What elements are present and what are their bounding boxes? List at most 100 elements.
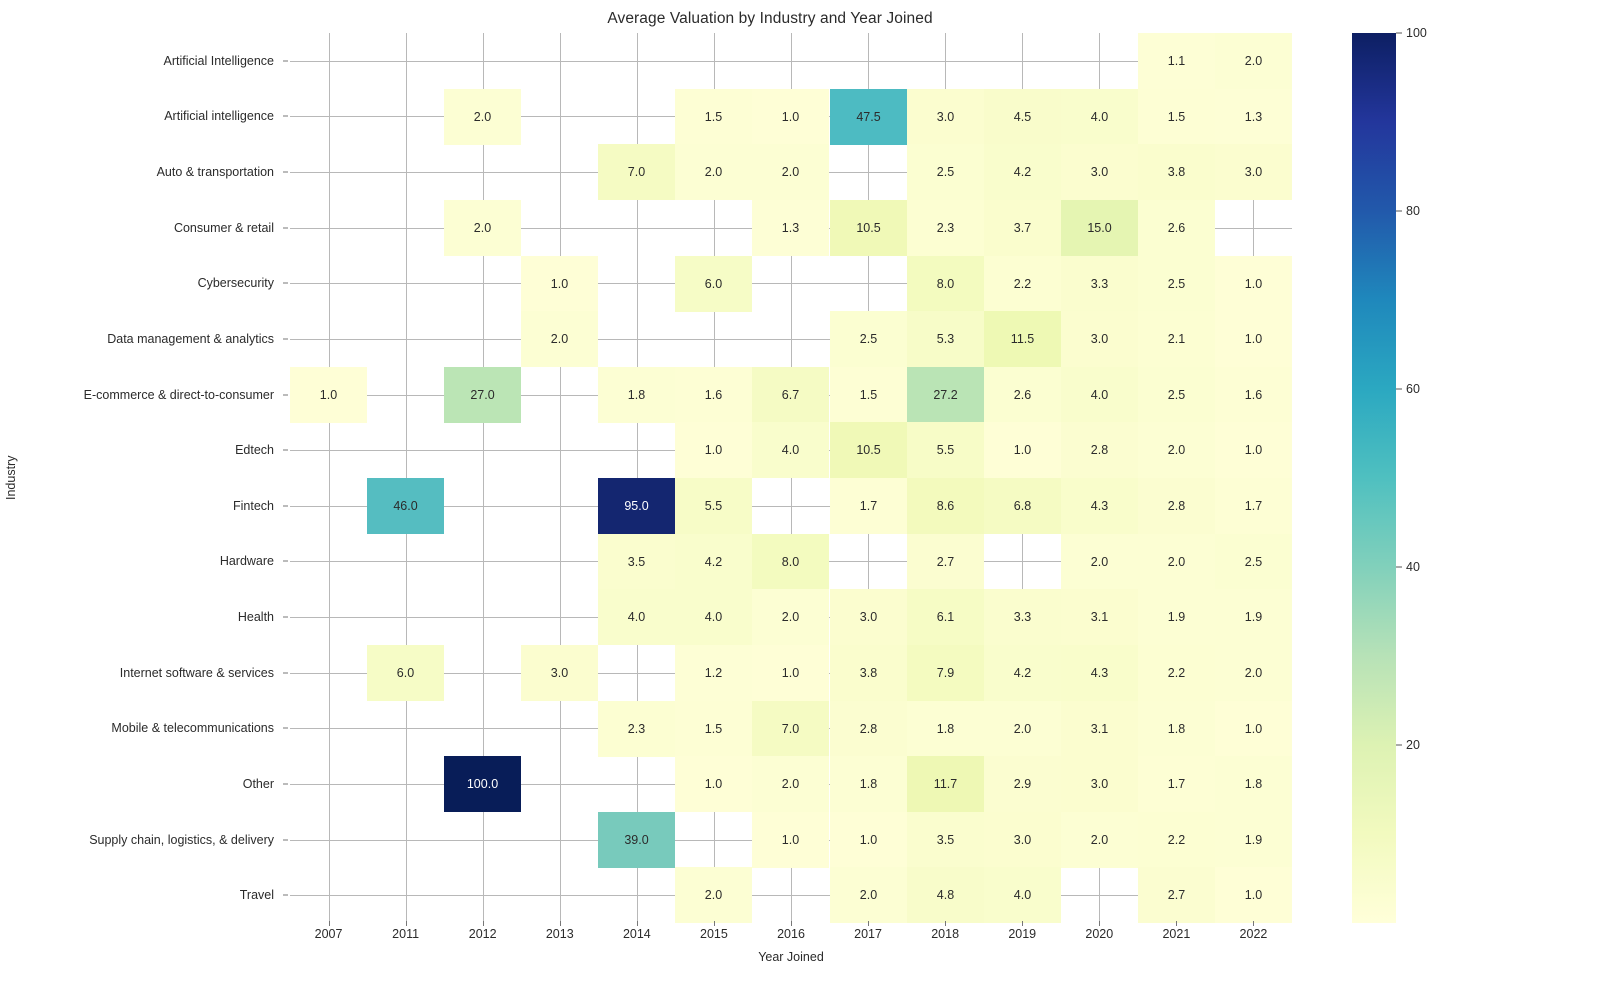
colorbar-tick-mark	[1396, 210, 1402, 212]
heatmap-cell: 2.0	[1061, 812, 1138, 868]
heatmap-cell: 1.6	[1215, 367, 1292, 423]
x-axis-tick-mark	[1099, 921, 1101, 926]
heatmap-cell: 7.0	[598, 144, 675, 200]
y-axis-tick-mark	[283, 616, 288, 618]
heatmap-cell: 27.2	[907, 367, 984, 423]
heatmap-cell: 2.0	[752, 144, 829, 200]
colorbar-tick-label: 100	[1406, 26, 1427, 40]
y-axis-tick-label: Artificial intelligence	[164, 109, 274, 124]
colorbar-tick-label: 20	[1406, 738, 1420, 752]
y-axis-tick-label: Artificial Intelligence	[163, 53, 274, 68]
y-axis-tick-label: E-commerce & direct-to-consumer	[83, 387, 274, 402]
heatmap-cell: 2.0	[1215, 645, 1292, 701]
heatmap-cell: 1.5	[675, 701, 752, 757]
heatmap-cell: 4.0	[675, 589, 752, 645]
y-axis-tick-label: Health	[237, 610, 274, 625]
heatmap-cell: 4.0	[1061, 89, 1138, 145]
y-axis-tick-label: Hardware	[219, 554, 274, 569]
heatmap-cell: 1.0	[752, 645, 829, 701]
heatmap-cell: 2.0	[984, 701, 1061, 757]
heatmap-cell: 2.5	[830, 311, 907, 367]
y-axis-tick-label: Cybersecurity	[197, 276, 274, 291]
heatmap-cell: 10.5	[830, 200, 907, 256]
heatmap-cell: 2.3	[907, 200, 984, 256]
colorbar-gradient	[1352, 33, 1396, 923]
heatmap-cell: 2.2	[984, 256, 1061, 312]
heatmap-cell: 1.6	[675, 367, 752, 423]
heatmap-cell: 47.5	[830, 89, 907, 145]
heatmap-cell: 1.0	[984, 422, 1061, 478]
colorbar-tick-label: 60	[1406, 382, 1420, 396]
x-axis-tick-mark	[328, 921, 330, 926]
heatmap-cell: 4.3	[1061, 645, 1138, 701]
y-axis-tick-mark	[283, 449, 288, 451]
y-axis-tick-mark	[283, 727, 288, 729]
heatmap-cell: 1.8	[907, 701, 984, 757]
heatmap-cell: 1.2	[675, 645, 752, 701]
heatmap-cell: 1.8	[1138, 701, 1215, 757]
x-axis-tick-mark	[559, 921, 561, 926]
gridline-vertical	[560, 33, 561, 923]
heatmap-cell: 10.5	[830, 422, 907, 478]
y-axis-tick-mark	[283, 282, 288, 284]
colorbar-tick-label: 40	[1406, 560, 1420, 574]
heatmap-cell: 8.6	[907, 478, 984, 534]
colorbar-tick-mark	[1396, 32, 1402, 34]
heatmap-cell: 4.8	[907, 867, 984, 923]
y-axis-tick-mark	[283, 171, 288, 173]
heatmap-cell: 3.3	[1061, 256, 1138, 312]
heatmap-cell: 3.0	[1061, 144, 1138, 200]
heatmap-cell: 2.5	[1215, 534, 1292, 590]
heatmap-cell: 1.5	[675, 89, 752, 145]
y-axis-tick-mark	[283, 60, 288, 62]
heatmap-cell: 1.8	[1215, 756, 1292, 812]
heatmap-cell: 1.0	[1215, 867, 1292, 923]
heatmap-cell: 6.0	[367, 645, 444, 701]
x-axis-tick-mark	[636, 921, 638, 926]
heatmap-cell: 2.0	[444, 89, 521, 145]
heatmap-cell: 6.1	[907, 589, 984, 645]
heatmap-cell: 1.7	[1215, 478, 1292, 534]
gridline-horizontal	[290, 339, 1292, 340]
y-axis-tick-label: Fintech	[233, 498, 274, 513]
y-axis-tick-mark	[283, 505, 288, 507]
heatmap-cell: 2.2	[1138, 645, 1215, 701]
heatmap-cell: 2.0	[1138, 534, 1215, 590]
y-axis-tick-mark	[283, 338, 288, 340]
heatmap-cell: 1.9	[1215, 589, 1292, 645]
heatmap-cell: 1.0	[830, 812, 907, 868]
x-axis-tick-mark	[482, 921, 484, 926]
colorbar-tick-mark	[1396, 388, 1402, 390]
heatmap-cell: 8.0	[907, 256, 984, 312]
heatmap-cell: 2.9	[984, 756, 1061, 812]
heatmap-cell: 1.0	[1215, 701, 1292, 757]
x-axis-tick-label: 2013	[545, 927, 574, 941]
heatmap-cell: 2.0	[752, 756, 829, 812]
heatmap-cell: 3.7	[984, 200, 1061, 256]
heatmap-cell: 1.0	[752, 812, 829, 868]
heatmap-cell: 4.0	[752, 422, 829, 478]
heatmap-cell: 3.0	[984, 812, 1061, 868]
gridline-horizontal	[290, 895, 1292, 896]
y-axis-tick-label: Supply chain, logistics, & delivery	[89, 832, 274, 847]
heatmap-cell: 2.7	[907, 534, 984, 590]
x-axis-label: Year Joined	[758, 950, 824, 964]
gridline-vertical	[483, 33, 484, 923]
heatmap-cell: 4.2	[984, 144, 1061, 200]
heatmap-cell: 2.1	[1138, 311, 1215, 367]
y-axis-tick-mark	[283, 394, 288, 396]
heatmap-cell: 27.0	[444, 367, 521, 423]
heatmap-cell: 5.5	[675, 478, 752, 534]
heatmap-cell: 4.2	[675, 534, 752, 590]
x-axis-tick-label: 2022	[1239, 927, 1268, 941]
colorbar-tick-mark	[1396, 744, 1402, 746]
heatmap-cell: 39.0	[598, 812, 675, 868]
heatmap-cell: 6.0	[675, 256, 752, 312]
heatmap-cell: 5.3	[907, 311, 984, 367]
x-axis-tick-label: 2014	[622, 927, 651, 941]
heatmap-cell: 2.5	[907, 144, 984, 200]
heatmap-cell: 3.3	[984, 589, 1061, 645]
heatmap-cell: 4.0	[1061, 367, 1138, 423]
heatmap-cell: 1.0	[1215, 311, 1292, 367]
